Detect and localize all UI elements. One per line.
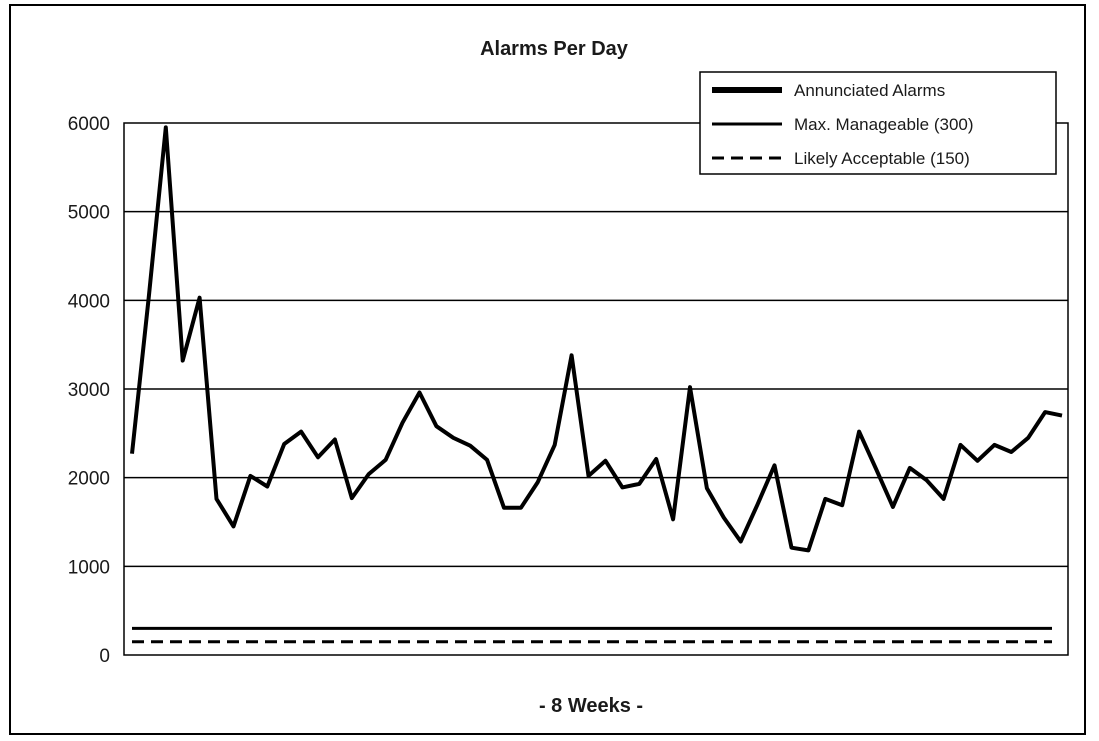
gridlines — [124, 210, 1068, 568]
y-tick-labels: 0 1000 2000 3000 4000 5000 6000 — [68, 114, 110, 667]
y-tick-label: 6000 — [68, 114, 110, 135]
legend-label-max-manageable: Max. Manageable (300) — [794, 115, 974, 134]
legend-label-annunciated: Annunciated Alarms — [794, 81, 945, 100]
series-lines — [130, 125, 1063, 644]
y-tick-label: 0 — [99, 646, 110, 667]
y-tick-label: 5000 — [68, 203, 110, 224]
annunciated-alarms-line — [130, 125, 1063, 553]
alarms-chart: 0 1000 2000 3000 4000 5000 6000 Alarms Per Day… — [68, 38, 1069, 717]
x-axis-label: - 8 Weeks - — [539, 695, 643, 717]
legend: Annunciated Alarms Max. Manageable (300)… — [699, 71, 1057, 175]
y-tick-label: 4000 — [68, 291, 110, 312]
y-tick-label: 3000 — [68, 380, 110, 401]
y-tick-label: 2000 — [68, 469, 110, 490]
y-tick-label: 1000 — [68, 557, 110, 578]
chart-title: Alarms Per Day — [480, 38, 629, 60]
legend-label-likely-acceptable: Likely Acceptable (150) — [794, 149, 970, 168]
chart-frame: 0 1000 2000 3000 4000 5000 6000 Alarms Per Day… — [9, 4, 1086, 735]
